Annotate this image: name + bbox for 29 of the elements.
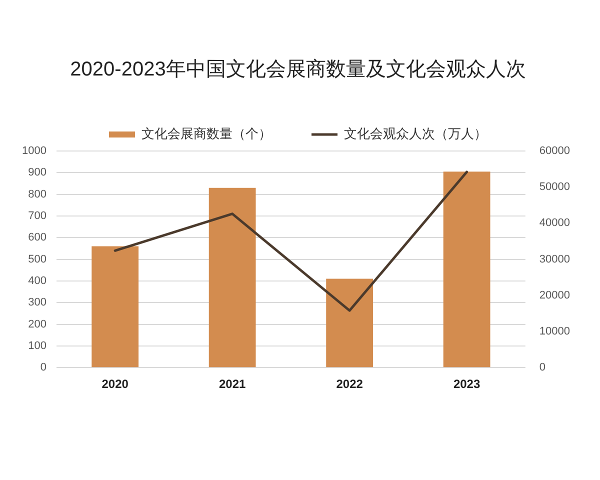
y-tick-label: 200 <box>28 318 46 330</box>
bar <box>208 188 256 368</box>
y-tick-label: 800 <box>28 188 46 200</box>
y2-tick-label: 40000 <box>539 217 570 230</box>
y2-tick-label: 30000 <box>539 253 570 266</box>
y-tick-label: 900 <box>28 166 46 179</box>
y-tick-label: 600 <box>28 232 46 244</box>
bar <box>92 246 139 368</box>
y-tick-label: 700 <box>28 210 46 222</box>
x-tick-label: 2022 <box>336 377 364 392</box>
y-tick-label: 1000 <box>22 145 46 158</box>
y2-tick-label: 20000 <box>539 289 570 302</box>
y2-tick-label: 0 <box>539 362 546 374</box>
y-tick-label: 300 <box>28 296 46 309</box>
x-tick-label: 2021 <box>218 377 246 392</box>
x-tick-label: 2023 <box>453 377 480 392</box>
y-tick-label: 500 <box>28 253 46 266</box>
y2-tick-label: 50000 <box>539 181 570 194</box>
y-tick-label: 100 <box>28 340 46 352</box>
x-tick-label: 2020 <box>102 377 129 392</box>
y2-tick-label: 60000 <box>539 145 570 158</box>
y2-tick-label: 10000 <box>539 326 570 338</box>
bar <box>326 278 374 368</box>
y-tick-label: 400 <box>28 274 46 287</box>
legend-label: 文化会观众人次（万人） <box>344 126 487 142</box>
bar <box>443 172 490 368</box>
chart-title: 2020-2023年中国文化会展商数量及文化会观众人次 <box>70 58 526 81</box>
legend-label: 文化会展商数量（个） <box>142 126 272 142</box>
y-tick-label: 0 <box>40 362 46 374</box>
